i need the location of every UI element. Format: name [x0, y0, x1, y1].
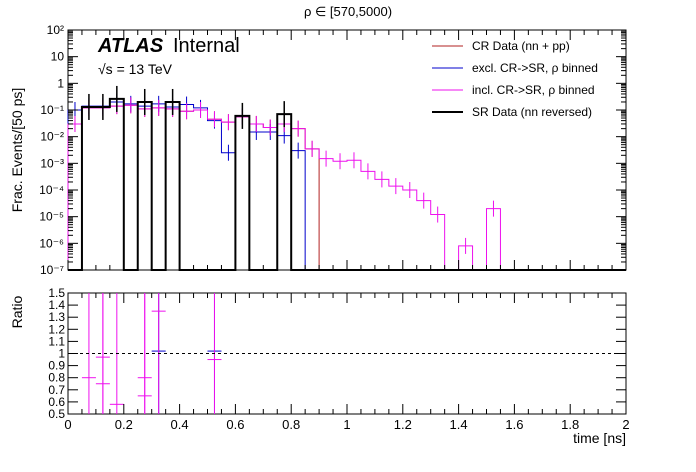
- x-tick-label: 0.2: [115, 417, 133, 432]
- series-4: [68, 85, 626, 271]
- ratio-y-tick-label: 1.4: [48, 298, 65, 312]
- x-tick-label: 1.2: [394, 417, 412, 432]
- atlas-label: ATLAS: [97, 35, 164, 57]
- ratio-y-tick-label: 1.1: [48, 334, 65, 348]
- x-tick-label: 1.8: [561, 417, 579, 432]
- top-y-axis-label: Frac. Events/[50 ps]: [9, 88, 25, 213]
- chart-title: ρ ∈ [570,5000): [304, 4, 392, 19]
- energy-label: √s = 13 TeV: [98, 61, 173, 77]
- x-tick-label: 1: [343, 417, 350, 432]
- x-tick-label: 0: [64, 417, 71, 432]
- y-tick-label: 10⁻⁵: [39, 210, 64, 224]
- y-tick-label: 10⁻⁷: [40, 263, 64, 277]
- legend-entry-label: SR Data (nn reversed): [472, 105, 592, 119]
- x-tick-label: 0.6: [226, 417, 244, 432]
- ratio-y-tick-label: 1.5: [48, 286, 65, 300]
- x-tick-label: 1.6: [505, 417, 523, 432]
- legend-entry-label: excl. CR->SR, ρ binned: [472, 61, 598, 75]
- top-plot-axes: 10² 10 1 10⁻¹ 10⁻² 10⁻³ 10⁻⁴ 10⁻⁵ 10⁻⁶ 10⁻⁷: [39, 23, 627, 277]
- y-tick-label: 10⁻⁴: [39, 183, 64, 197]
- ratio-y-tick-label: 1.3: [48, 310, 65, 324]
- y-tick-label: 10⁻²: [40, 130, 64, 144]
- y-tick-label: 10²: [47, 23, 64, 37]
- x-tick-label: 0.8: [282, 417, 300, 432]
- y-tick-label: 1: [57, 76, 64, 90]
- ratio-y-tick-label: 1: [58, 347, 65, 361]
- ratio-point: [95, 293, 110, 414]
- ratio-y-axis-label: Ratio: [9, 295, 25, 328]
- y-tick-label: 10⁻¹: [40, 103, 64, 117]
- y-tick-label: 10⁻³: [40, 156, 64, 170]
- legend: CR Data (nn + pp) excl. CR->SR, ρ binned i…: [432, 39, 598, 119]
- ratio-y-tick-label: 0.9: [48, 359, 65, 373]
- atlas-status: Internal: [173, 35, 240, 57]
- x-tick-label: 1.4: [450, 417, 468, 432]
- ratio-point: [137, 293, 152, 414]
- ratio-y-tick-label: 0.8: [48, 371, 65, 385]
- ratio-y-tick-label: 1.2: [48, 322, 65, 336]
- y-tick-label: 10⁻⁶: [39, 236, 64, 250]
- ratio-y-tick-label: 0.7: [48, 383, 65, 397]
- ratio-y-tick-label: 0.5: [48, 407, 65, 421]
- top-plot-histograms: [67, 85, 626, 271]
- series-line: [68, 97, 626, 271]
- legend-entry-label: incl. CR->SR, ρ binned: [472, 83, 595, 97]
- ratio-y-tick-label: 0.6: [48, 395, 65, 409]
- y-tick-label: 10: [51, 50, 65, 64]
- x-tick-label: 0.4: [171, 417, 189, 432]
- x-axis-label: time [ns]: [573, 430, 626, 446]
- x-tick-label: 2: [622, 417, 629, 432]
- ratio-plot-axes: 0.50.60.70.80.911.11.21.31.41.50 0.2 0.4 0.…: [48, 286, 629, 432]
- legend-entry-label: CR Data (nn + pp): [472, 39, 570, 53]
